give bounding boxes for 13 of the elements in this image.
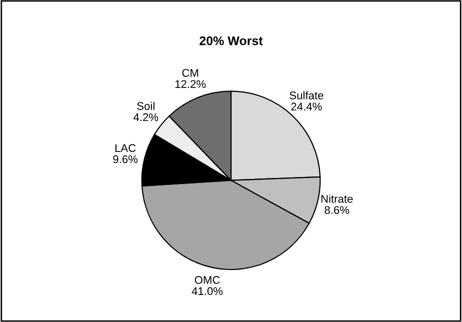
data-label: 12.2%: [175, 80, 206, 88]
slice-label: Soil: [137, 102, 154, 110]
slice-label: LAC: [115, 144, 136, 152]
chart-title: 20% Worst: [200, 36, 263, 46]
slice-label: CM: [182, 68, 198, 77]
slice-label: Sulfate: [290, 91, 324, 100]
slice-label: OMC: [194, 276, 220, 284]
data-label: 4.2%: [133, 113, 158, 122]
slice-label: Nitrate: [321, 194, 353, 203]
data-label: 8.6%: [324, 206, 350, 214]
data-label: 41.0%: [192, 287, 223, 296]
data-label: 24.4%: [291, 102, 322, 110]
data-label: 9.6%: [113, 155, 138, 164]
